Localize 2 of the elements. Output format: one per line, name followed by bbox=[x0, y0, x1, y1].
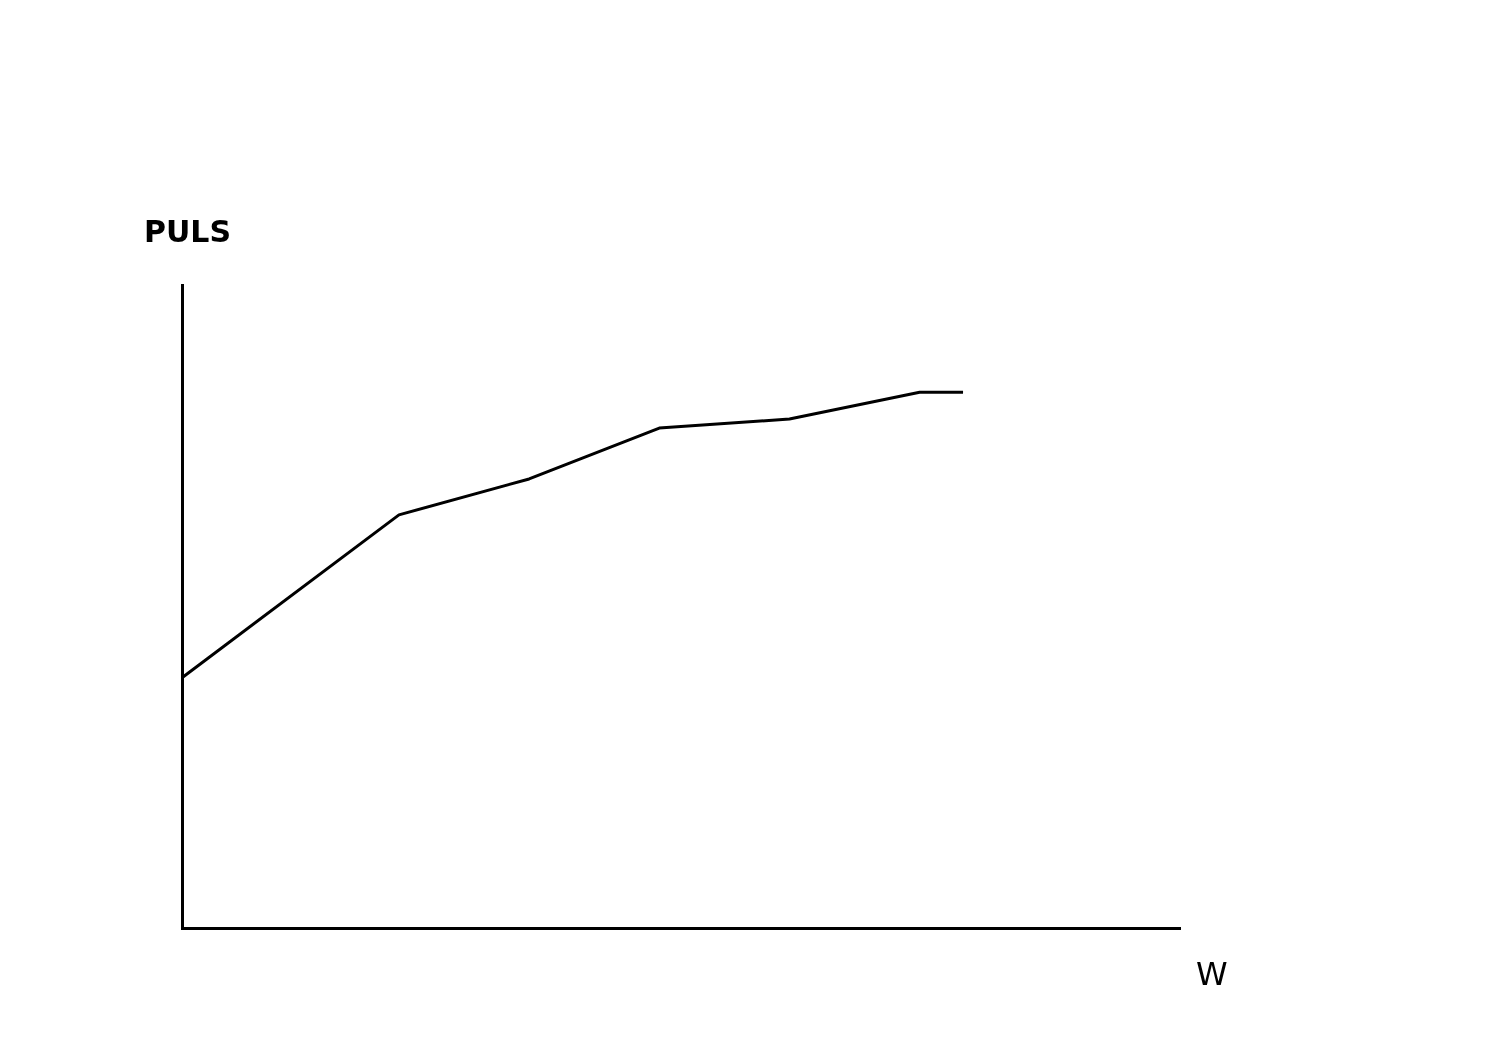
y-axis-title: PULS bbox=[144, 214, 232, 249]
x-axis-title: W bbox=[1196, 955, 1228, 993]
